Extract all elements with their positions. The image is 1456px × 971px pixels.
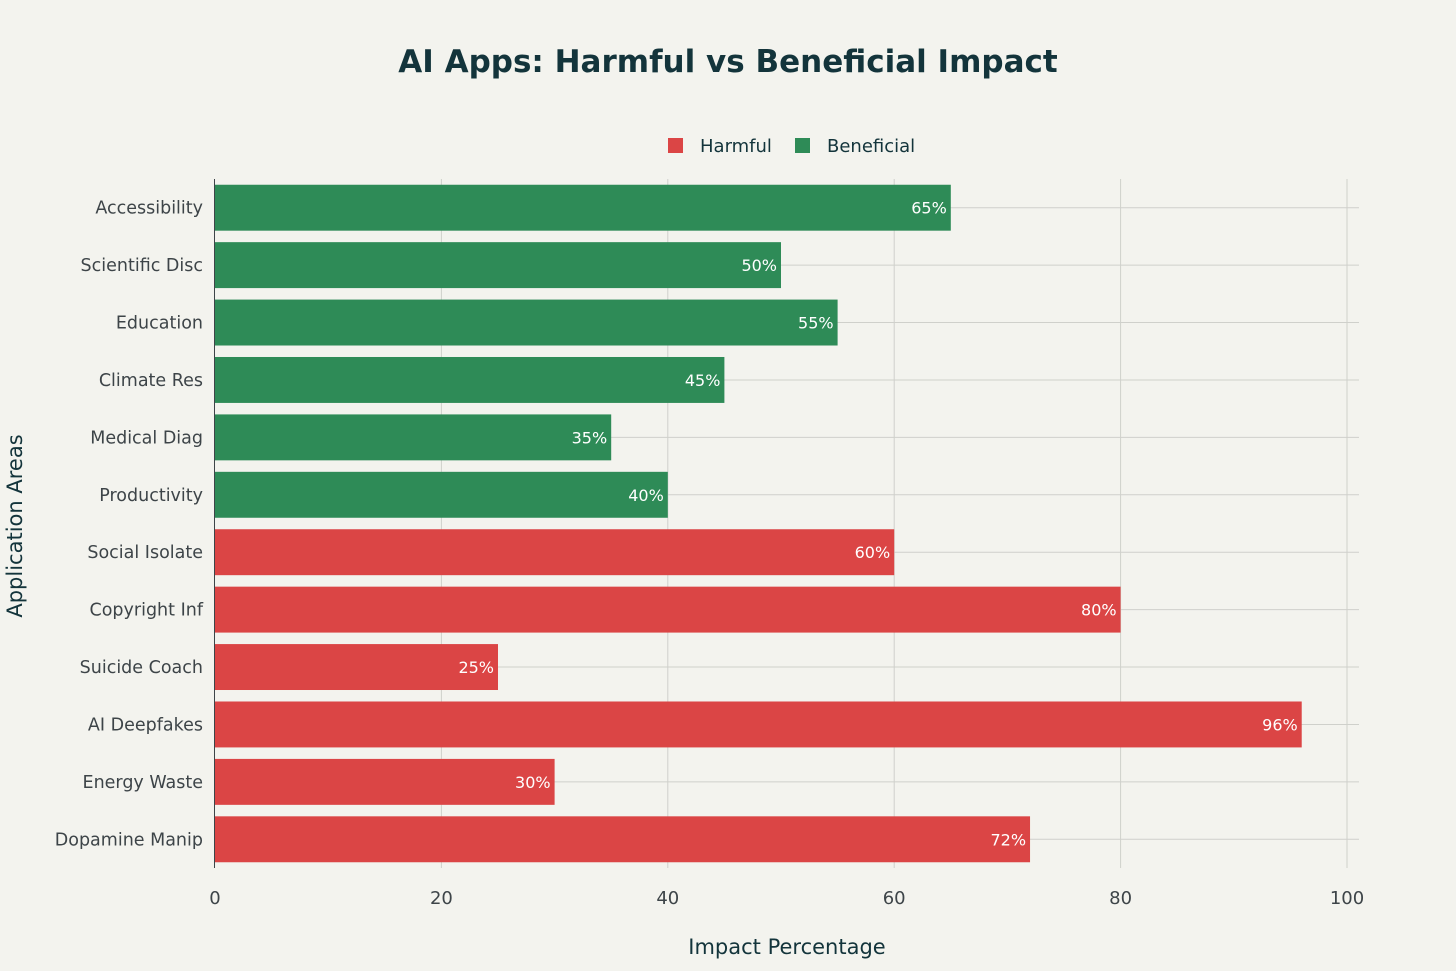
x-axis-ticks: 0 20 40 60 80 100 — [209, 888, 1364, 909]
chart-title: AI Apps: Harmful vs Beneficial Impact — [398, 44, 1058, 80]
legend-label: Harmful — [700, 136, 772, 157]
bar — [215, 414, 612, 461]
y-axis-ticks: Accessibility Scientific Disc Education Cli… — [55, 199, 204, 851]
bar-value-label: 35% — [572, 428, 608, 447]
bar-value-label: 96% — [1262, 715, 1298, 734]
legend-swatch — [795, 138, 810, 153]
y-axis-title: Application Areas — [3, 434, 27, 617]
y-tick-label: Energy Waste — [83, 773, 203, 793]
y-tick-label: Accessibility — [95, 199, 203, 219]
x-tick-label: 80 — [1109, 888, 1132, 909]
bar-labels: 65% 50% 55% 45% 35% 40% 60% 80% 25% 96% 30% 72% — [458, 199, 1297, 850]
x-tick-label: 40 — [656, 888, 679, 909]
x-tick-label: 20 — [430, 888, 453, 909]
bar — [215, 356, 725, 403]
x-tick-label: 100 — [1330, 888, 1364, 909]
y-tick-label: Climate Res — [99, 371, 203, 391]
bar-value-label: 40% — [628, 486, 664, 505]
bar — [215, 586, 1121, 633]
bar — [215, 701, 1302, 748]
bar-value-label: 50% — [741, 256, 777, 275]
bar-value-label: 30% — [515, 773, 551, 792]
bar — [215, 816, 1031, 863]
bar-value-label: 25% — [458, 658, 494, 677]
bar-value-label: 80% — [1081, 601, 1117, 620]
bar — [215, 299, 838, 346]
y-tick-label: Suicide Coach — [80, 658, 203, 678]
legend: Harmful Beneficial — [668, 136, 915, 157]
x-tick-label: 60 — [883, 888, 906, 909]
bars — [215, 184, 1302, 863]
y-tick-label: Productivity — [99, 486, 203, 506]
bar — [215, 758, 555, 805]
bar-value-label: 45% — [685, 371, 721, 390]
x-tick-label: 0 — [209, 888, 220, 909]
bar-value-label: 60% — [855, 543, 891, 562]
bar — [215, 471, 668, 518]
bar — [215, 529, 895, 576]
y-tick-label: Medical Diag — [90, 428, 203, 448]
y-tick-label: Social Isolate — [87, 543, 203, 563]
legend-label: Beneficial — [827, 136, 915, 157]
bar — [215, 242, 781, 289]
bar-value-label: 55% — [798, 314, 834, 333]
bar — [215, 644, 498, 691]
bar-value-label: 65% — [911, 199, 947, 218]
legend-swatch — [668, 138, 683, 153]
y-tick-label: Dopamine Manip — [55, 830, 203, 850]
bar-value-label: 72% — [990, 830, 1026, 849]
x-axis-title: Impact Percentage — [688, 935, 885, 959]
y-tick-label: Copyright Inf — [90, 601, 204, 621]
y-tick-label: Education — [116, 314, 203, 334]
bar — [215, 184, 951, 231]
y-tick-label: Scientific Disc — [81, 256, 203, 276]
y-tick-label: AI Deepfakes — [88, 715, 203, 735]
